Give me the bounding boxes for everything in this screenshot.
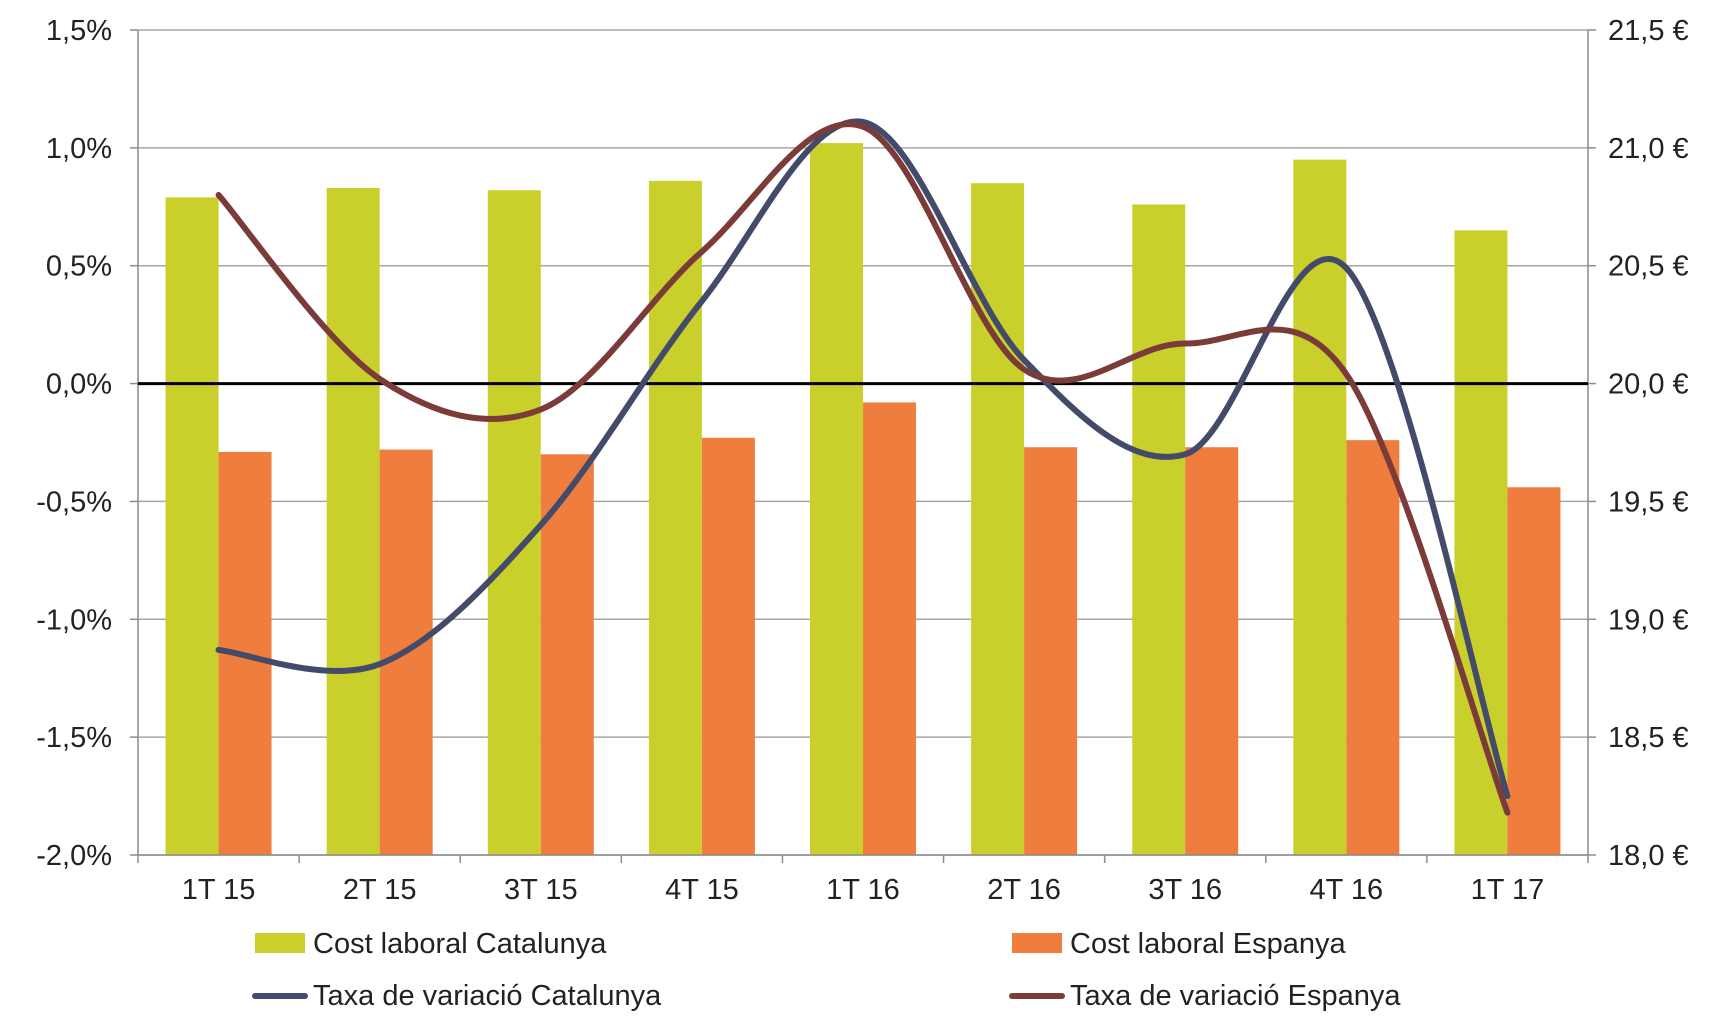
left-tick-label: -0,5% — [36, 486, 112, 518]
legend-taxa-catalunya-label: Taxa de variació Catalunya — [313, 980, 662, 1012]
right-tick-label: 19,0 € — [1608, 604, 1689, 636]
bar-espanya — [863, 402, 916, 855]
left-tick-label: 0,5% — [46, 251, 112, 283]
tick-labels: 1,5% 1,0% 0,5% 0,0% -0,5% -1,0% -1,5% -2,0% 21,5… — [36, 15, 1688, 906]
legend-cost-espanya-label: Cost laboral Espanya — [1070, 928, 1347, 960]
x-tick-label: 3T 15 — [504, 874, 578, 906]
bar-catalunya — [326, 187, 380, 855]
bar-espanya — [540, 454, 594, 855]
x-tick-label: 4T 16 — [1310, 874, 1384, 906]
bar-series-group — [165, 143, 1561, 856]
right-tick-label: 20,5 € — [1608, 251, 1689, 283]
right-tick-label: 21,5 € — [1608, 15, 1689, 47]
bar-catalunya — [165, 197, 219, 855]
bar-catalunya — [810, 143, 863, 856]
legend-cost-catalunya-label: Cost laboral Catalunya — [313, 928, 607, 960]
right-tick-label: 18,0 € — [1608, 840, 1689, 872]
bar-catalunya — [1132, 204, 1186, 855]
left-tick-label: -2,0% — [36, 840, 112, 872]
bar-catalunya — [1454, 230, 1508, 855]
x-tick-label: 1T 15 — [182, 874, 256, 906]
line-series-group — [215, 118, 1511, 816]
legend: Cost laboral Catalunya Cost laboral Espan… — [252, 928, 1401, 1012]
left-tick-label: 0,0% — [46, 369, 112, 401]
right-tick-label: 19,5 € — [1608, 486, 1689, 518]
right-tick-label: 18,5 € — [1608, 722, 1689, 754]
x-tick-label: 2T 15 — [343, 874, 417, 906]
bar-catalunya — [487, 190, 541, 856]
bar-espanya — [701, 437, 755, 855]
line-taxa-espanya — [215, 121, 1511, 816]
x-tick-label: 1T 17 — [1471, 874, 1545, 906]
bar-espanya — [1346, 440, 1400, 855]
line-taxa-catalunya — [215, 118, 1511, 800]
bar-espanya — [1507, 487, 1561, 855]
x-tick-label: 4T 15 — [665, 874, 739, 906]
axes — [130, 29, 1596, 863]
legend-cost-catalunya-swatch — [255, 933, 305, 953]
bar-espanya — [1024, 447, 1078, 855]
x-tick-label: 3T 16 — [1148, 874, 1222, 906]
legend-taxa-espanya-label: Taxa de variació Espanya — [1070, 980, 1401, 1012]
bar-catalunya — [971, 183, 1025, 855]
right-tick-label: 21,0 € — [1608, 133, 1689, 165]
x-tick-label: 1T 16 — [826, 874, 900, 906]
legend-cost-espanya-swatch — [1012, 933, 1062, 953]
left-tick-label: -1,5% — [36, 722, 112, 754]
x-tick-label: 2T 16 — [987, 874, 1061, 906]
left-tick-label: -1,0% — [36, 604, 112, 636]
bar-espanya — [1185, 447, 1239, 855]
right-tick-label: 20,0 € — [1608, 369, 1689, 401]
left-tick-label: 1,5% — [46, 15, 112, 47]
left-tick-label: 1,0% — [46, 133, 112, 165]
